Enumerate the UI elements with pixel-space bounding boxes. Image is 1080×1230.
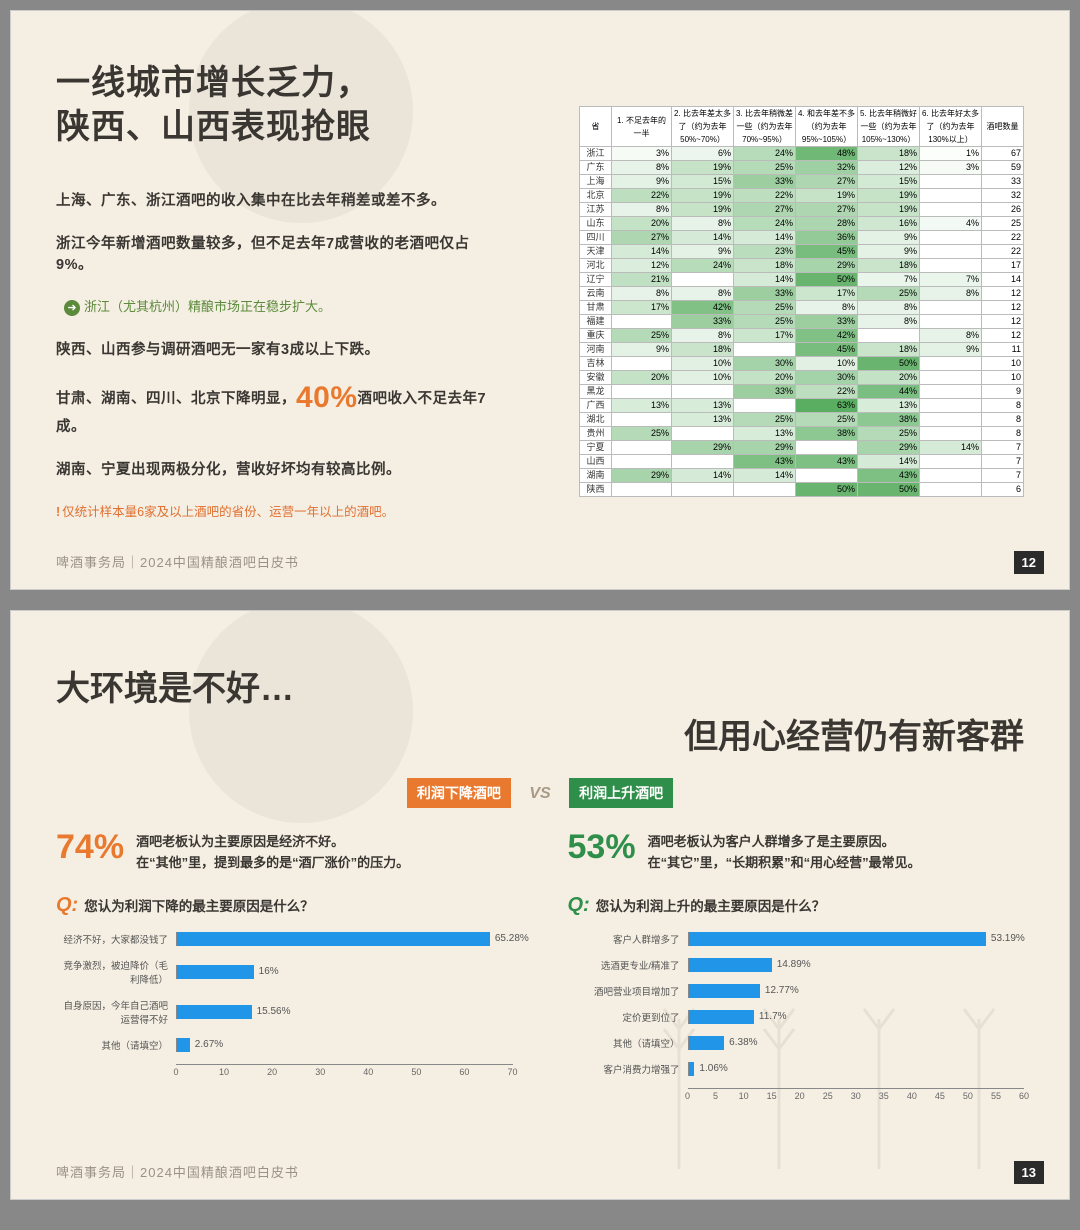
right-pct: 53% bbox=[568, 828, 636, 867]
chart-bar-value: 53.19% bbox=[986, 932, 1025, 946]
slide-12: 一线城市增长乏力， 陕西、山西表现抢眼 上海、广东、浙江酒吧的收入集中在比去年稍… bbox=[10, 10, 1070, 590]
vs-row: 利润下降酒吧 VS 利润上升酒吧 bbox=[56, 778, 1024, 808]
q-icon: Q: bbox=[568, 894, 590, 916]
chart-bar-value: 11.7% bbox=[754, 1010, 787, 1024]
chart-bar-row: 客户消费力增强了 1.06% bbox=[568, 1062, 1025, 1076]
slide-13: 大环境是不好… 但用心经营仍有新客群 利润下降酒吧 VS 利润上升酒吧 74% … bbox=[10, 610, 1070, 1200]
page-number: 12 bbox=[1014, 551, 1044, 574]
left-stat-text: 酒吧老板认为主要原因是经济不好。 在“其他”里，提到最多的是“酒厂涨价”的压力。 bbox=[136, 832, 409, 874]
slide1-bullets: 上海、广东、浙江酒吧的收入集中在比去年稍差或差不多。 浙江今年新增酒吧数量较多，… bbox=[56, 189, 496, 520]
bullet-2: 浙江今年新增酒吧数量较多，但不足去年7成营收的老酒吧仅占9%。 bbox=[56, 232, 496, 274]
chart-bar-label: 客户人群增多了 bbox=[568, 932, 688, 946]
chart-bar-row: 经济不好，大家都没钱了 65.28% bbox=[56, 932, 513, 946]
forty-percent: 40% bbox=[296, 381, 358, 414]
bullet-2-sub: ➜浙江（尤其杭州）精酿市场正在稳步扩大。 bbox=[56, 296, 496, 316]
vs-label: VS bbox=[529, 785, 550, 803]
chart-bar-row: 客户人群增多了 53.19% bbox=[568, 932, 1025, 946]
chart-bar-label: 客户消费力增强了 bbox=[568, 1062, 688, 1076]
slide2-title-right: 但用心经营仍有新客群 bbox=[684, 709, 1024, 758]
chart-bar-value: 14.89% bbox=[772, 958, 811, 972]
chart-bar-label: 定价更到位了 bbox=[568, 1010, 688, 1024]
chart-bar-row: 其他（请填空） 2.67% bbox=[56, 1038, 513, 1052]
footer: 啤酒事务局｜2024中国精酿酒吧白皮书 bbox=[56, 1162, 299, 1181]
chart-bar-row: 酒吧营业项目增加了 12.77% bbox=[568, 984, 1025, 998]
bullet-1: 上海、广东、浙江酒吧的收入集中在比去年稍差或差不多。 bbox=[56, 189, 496, 210]
left-pct: 74% bbox=[56, 828, 124, 867]
bullet-6: !仅统计样本量6家及以上酒吧的省份、运营一年以上的酒吧。 bbox=[56, 501, 496, 520]
right-stat-text: 酒吧老板认为客户人群增多了是主要原因。 在“其它”里，“长期积累”和“用心经营”… bbox=[648, 832, 921, 874]
chart-bar-value: 12.77% bbox=[760, 984, 799, 998]
arrow-icon: ➜ bbox=[64, 300, 80, 316]
chart-bar-row: 竞争激烈，被迫降价（毛利降低） 16% bbox=[56, 958, 513, 986]
chart-bar-row: 定价更到位了 11.7% bbox=[568, 1010, 1025, 1024]
chart-bar-value: 1.06% bbox=[694, 1062, 727, 1076]
left-question: Q:您认为利润下降的最主要原因是什么？ bbox=[56, 894, 513, 917]
page-number: 13 bbox=[1014, 1161, 1044, 1184]
chart-bar-label: 竞争激烈，被迫降价（毛利降低） bbox=[56, 958, 176, 986]
slide2-title-left: 大环境是不好… bbox=[56, 661, 294, 710]
q-icon: Q: bbox=[56, 894, 78, 916]
chart-profit-down: 经济不好，大家都没钱了 65.28% 竞争激烈，被迫降价（毛利降低） 16% 自… bbox=[56, 932, 513, 1080]
chart-bar-row: 选酒更专业/精准了 14.89% bbox=[568, 958, 1025, 972]
chart-bar-value: 65.28% bbox=[490, 932, 529, 946]
chart-bar-value: 15.56% bbox=[252, 1005, 291, 1019]
tag-profit-up: 利润上升酒吧 bbox=[569, 778, 673, 808]
chart-bar-row: 自身原因，今年自己酒吧运营得不好 15.56% bbox=[56, 998, 513, 1026]
chart-bar-label: 其他（请填空） bbox=[568, 1036, 688, 1050]
chart-bar-value: 6.38% bbox=[724, 1036, 757, 1050]
chart-bar-label: 经济不好，大家都没钱了 bbox=[56, 932, 176, 946]
chart-bar-label: 其他（请填空） bbox=[56, 1038, 176, 1052]
chart-bar-label: 选酒更专业/精准了 bbox=[568, 958, 688, 972]
right-question: Q:您认为利润上升的最主要原因是什么？ bbox=[568, 894, 1025, 917]
footer: 啤酒事务局｜2024中国精酿酒吧白皮书 bbox=[56, 552, 299, 571]
bullet-4: 甘肃、湖南、四川、北京下降明显，40%酒吧收入不足去年7成。 bbox=[56, 381, 496, 436]
chart-bar-label: 酒吧营业项目增加了 bbox=[568, 984, 688, 998]
chart-profit-up: 客户人群增多了 53.19% 选酒更专业/精准了 14.89% 酒吧营业项目增加… bbox=[568, 932, 1025, 1104]
left-column: 74% 酒吧老板认为主要原因是经济不好。 在“其他”里，提到最多的是“酒厂涨价”… bbox=[56, 828, 513, 1104]
title-line1: 一线城市增长乏力， bbox=[56, 61, 1024, 105]
province-heatmap-table: 省1. 不足去年的一半2. 比去年差太多了（约为去年50%~70%）3. 比去年… bbox=[579, 106, 1024, 497]
chart-bar-value: 16% bbox=[254, 965, 279, 979]
chart-bar-row: 其他（请填空） 6.38% bbox=[568, 1036, 1025, 1050]
bullet-3: 陕西、山西参与调研酒吧无一家有3成以上下跌。 bbox=[56, 338, 496, 359]
chart-bar-value: 2.67% bbox=[190, 1038, 223, 1052]
tag-profit-down: 利润下降酒吧 bbox=[407, 778, 511, 808]
chart-bar-label: 自身原因，今年自己酒吧运营得不好 bbox=[56, 998, 176, 1026]
right-column: 53% 酒吧老板认为客户人群增多了是主要原因。 在“其它”里，“长期积累”和“用… bbox=[568, 828, 1025, 1104]
bullet-5: 湖南、宁夏出现两极分化，营收好坏均有较高比例。 bbox=[56, 458, 496, 479]
